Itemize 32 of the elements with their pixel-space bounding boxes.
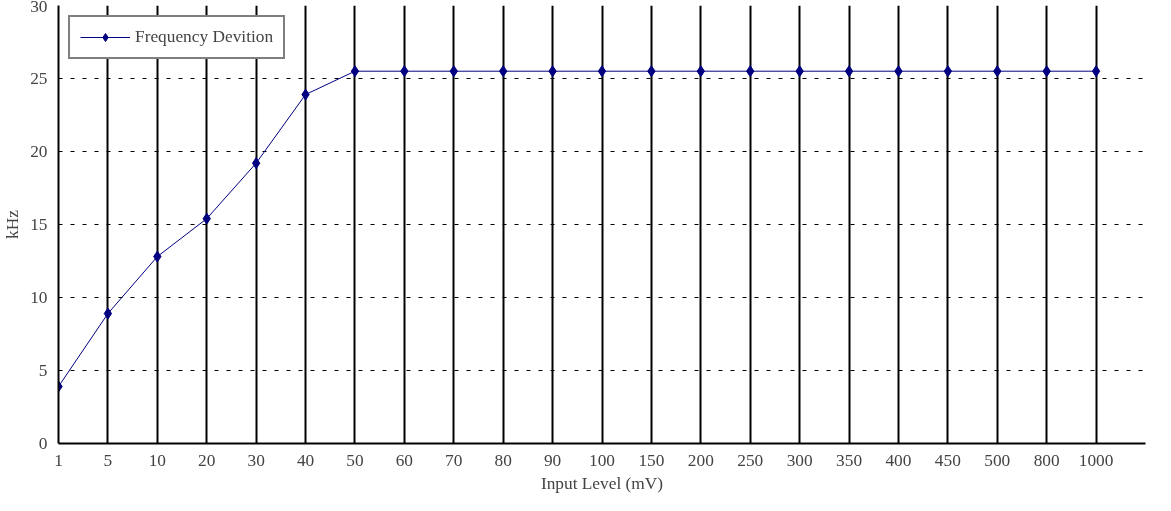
y-tick-label: 25 xyxy=(30,69,48,88)
x-tick-label: 10 xyxy=(148,450,166,470)
x-tick-label: 70 xyxy=(445,450,463,470)
x-tick-label: 450 xyxy=(934,450,961,470)
y-axis-title: kHz xyxy=(3,209,23,239)
x-tick-label: 500 xyxy=(984,450,1011,470)
x-tick-label: 50 xyxy=(346,450,364,470)
y-tick-label: 0 xyxy=(38,434,48,453)
x-tick-label: 1000 xyxy=(1078,450,1114,470)
x-tick-label: 90 xyxy=(543,450,562,470)
legend-label: Frequency Devition xyxy=(135,27,274,47)
x-tick-label: 100 xyxy=(589,450,615,470)
y-tick-label: 5 xyxy=(38,361,48,380)
y-tick-label: 20 xyxy=(30,142,48,161)
x-tick-label: 40 xyxy=(296,450,315,470)
y-tick-label: 15 xyxy=(30,215,48,234)
x-tick-label: 30 xyxy=(247,450,265,470)
x-tick-label: 150 xyxy=(638,450,665,470)
y-tick-label: 10 xyxy=(30,288,48,307)
x-tick-label: 250 xyxy=(737,450,764,470)
y-tick-label: 30 xyxy=(30,0,48,16)
x-tick-label: 400 xyxy=(885,450,912,470)
x-tick-label: 300 xyxy=(786,450,813,470)
x-axis-title: Input Level (mV) xyxy=(540,473,664,493)
x-tick-label: 5 xyxy=(103,450,113,470)
x-tick-label: 20 xyxy=(198,450,216,470)
x-tick-label: 800 xyxy=(1033,450,1060,470)
x-tick-label: 1 xyxy=(54,450,63,470)
x-tick-label: 80 xyxy=(494,450,512,470)
x-tick-label: 60 xyxy=(395,450,414,470)
x-tick-label: 350 xyxy=(836,450,863,470)
x-tick-label: 200 xyxy=(687,450,714,470)
